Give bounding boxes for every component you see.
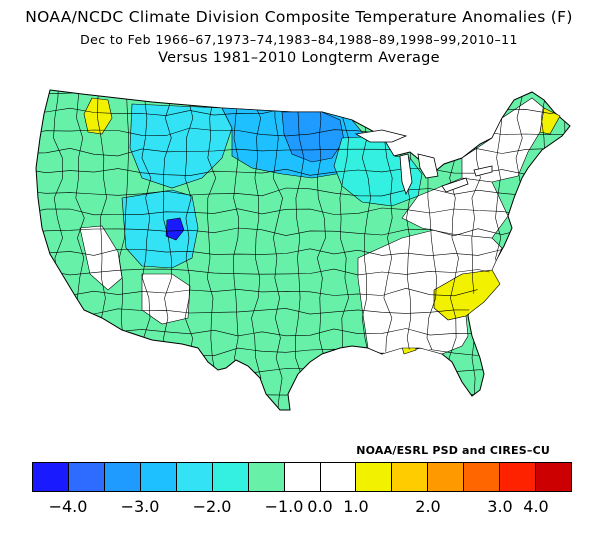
region-utah-darkblue [165,217,185,241]
region-northeast-white [461,97,545,183]
division-line [36,247,570,257]
legend-swatch [176,463,213,491]
data-credit: NOAA/ESRL PSD and CIRES–CU [356,444,550,457]
division-line [251,90,262,410]
legend-swatch [536,463,572,491]
legend-tick-label: 3.0 [487,497,513,516]
legend-swatch [212,463,249,491]
legend-tick-label: −1.0 [264,497,304,516]
legend-swatch [500,463,537,491]
legend-swatch [248,463,285,491]
lake-ontario [473,165,493,177]
legend-swatch [284,463,321,491]
lake-michigan [399,153,413,196]
legend-swatch [140,463,177,491]
us-climate-division-map [35,89,571,411]
legend-swatch [68,463,105,491]
legend-tick-label: 1.0 [343,497,369,516]
color-legend [32,462,572,492]
division-line [36,407,570,410]
legend-tick-label: −4.0 [48,497,88,516]
lake-superior [354,129,408,143]
legend-tick-label: −3.0 [120,497,160,516]
division-line [36,227,570,237]
region-washington-yellow [83,97,113,135]
division-line [36,147,570,157]
legend-swatch [464,463,501,491]
legend-swatch [392,463,429,491]
legend-swatch [428,463,465,491]
legend-tick-label: 4.0 [523,497,549,516]
map-period: Dec to Feb 1966–67,1973–74,1983–84,1988–… [80,32,518,47]
division-line [36,187,570,197]
division-line [36,268,570,276]
legend-swatch [104,463,141,491]
division-line [272,90,283,410]
legend-tick-label: −2.0 [192,497,232,516]
division-line [36,90,41,410]
legend-tick-label: 2.0 [415,497,441,516]
division-line [36,207,570,216]
legend-tick-label: 0.0 [307,497,333,516]
legend-swatch [320,463,357,491]
division-line [36,387,570,397]
legend-swatch [33,463,69,491]
lake-erie [441,177,469,193]
map-title: NOAA/NCDC Climate Division Composite Tem… [25,8,573,26]
division-line [206,90,217,410]
legend-swatch [356,463,393,491]
map-baseline: Versus 1981–2010 Longterm Average [158,50,440,66]
division-line [36,90,570,97]
region-great-basin-cyan [121,189,199,269]
lake-huron [417,153,439,179]
